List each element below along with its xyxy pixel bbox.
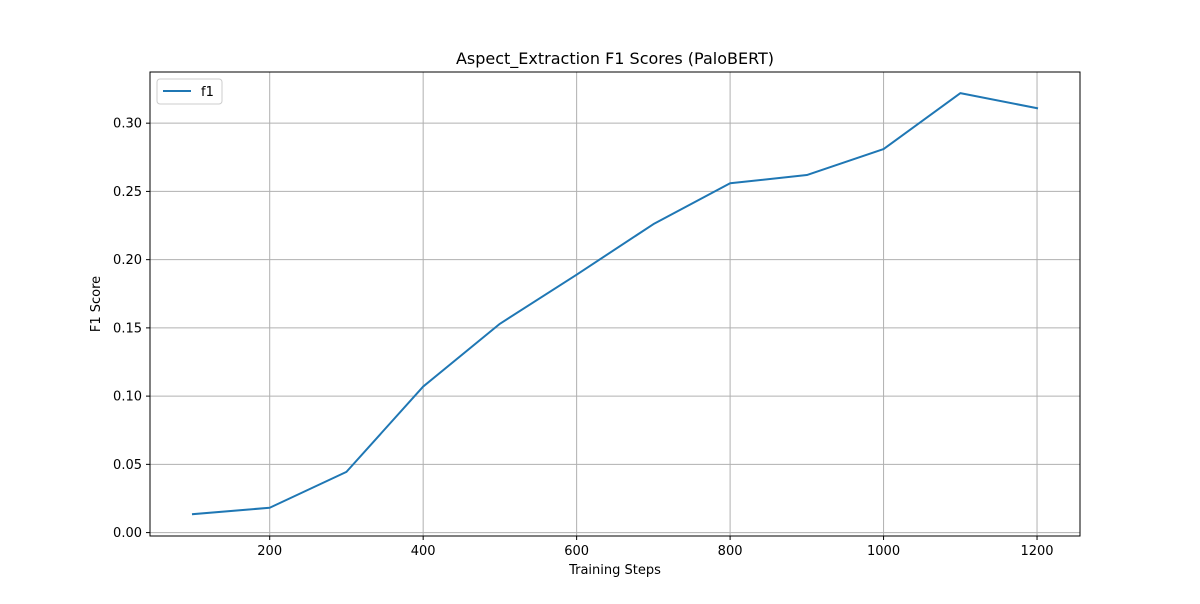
x-tick-label: 800 bbox=[718, 544, 743, 559]
x-tick-label: 200 bbox=[257, 544, 282, 559]
x-tick-label: 1000 bbox=[867, 544, 900, 559]
x-axis-label: Training Steps bbox=[568, 563, 661, 578]
x-tick-label: 400 bbox=[411, 544, 436, 559]
y-axis-label: F1 Score bbox=[89, 276, 104, 332]
y-tick-label: 0.05 bbox=[113, 458, 142, 473]
y-tick-label: 0.20 bbox=[113, 253, 142, 268]
x-tick-label: 1200 bbox=[1020, 544, 1053, 559]
y-tick-label: 0.10 bbox=[113, 390, 142, 405]
legend-label-f1: f1 bbox=[201, 85, 214, 100]
y-tick-label: 0.00 bbox=[113, 526, 142, 541]
y-tick-label: 0.30 bbox=[113, 117, 142, 132]
y-tick-label: 0.15 bbox=[113, 321, 142, 336]
legend: f1 bbox=[157, 79, 222, 104]
chart-title: Aspect_Extraction F1 Scores (PaloBERT) bbox=[456, 49, 774, 69]
x-tick-label: 600 bbox=[564, 544, 589, 559]
y-tick-label: 0.25 bbox=[113, 185, 142, 200]
